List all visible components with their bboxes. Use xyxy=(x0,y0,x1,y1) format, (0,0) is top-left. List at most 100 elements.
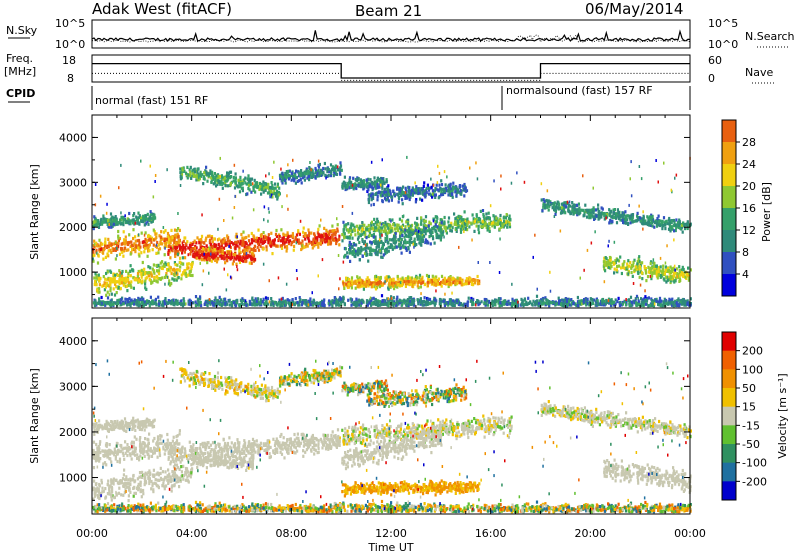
power-cell xyxy=(358,240,361,245)
power-cell xyxy=(314,239,317,243)
power-cell xyxy=(379,193,382,197)
power-cell xyxy=(121,279,124,283)
power-cell xyxy=(416,281,420,285)
power-cell xyxy=(365,283,368,287)
power-cell xyxy=(352,223,355,227)
power-cell xyxy=(429,222,432,226)
power-cell xyxy=(260,188,264,192)
power-cell xyxy=(350,286,353,290)
power-cell xyxy=(392,296,395,300)
power-cell xyxy=(403,231,406,235)
power-cell xyxy=(313,244,316,248)
power-cell xyxy=(212,303,215,307)
power-cell xyxy=(410,223,414,227)
power-cell xyxy=(440,221,443,225)
power-cell xyxy=(367,284,370,288)
power-cell xyxy=(228,242,231,246)
power-cell xyxy=(304,237,307,241)
power-cell xyxy=(241,189,244,193)
power-cell xyxy=(279,304,282,308)
power-cell xyxy=(648,268,651,272)
power-cell xyxy=(609,211,612,215)
power-cell xyxy=(300,242,303,246)
power-cell xyxy=(189,170,192,174)
power-cell xyxy=(455,191,458,195)
power-cell xyxy=(135,278,138,282)
power-cell xyxy=(206,179,209,183)
power-cell xyxy=(331,236,334,240)
power-cell xyxy=(418,276,421,280)
power-cell xyxy=(104,244,107,248)
power-cell xyxy=(426,280,429,285)
power-cell xyxy=(637,257,640,261)
power-cell xyxy=(475,214,478,218)
power-cell xyxy=(191,273,194,278)
power-cell xyxy=(639,261,642,265)
power-cell xyxy=(254,248,257,252)
power-cell xyxy=(264,182,267,186)
power-cell xyxy=(633,219,636,223)
power-cell xyxy=(615,216,618,220)
power-cell xyxy=(421,280,425,284)
power-cell xyxy=(349,224,352,228)
power-cell xyxy=(250,241,254,245)
power-cell xyxy=(602,212,605,216)
power-cell xyxy=(164,242,167,246)
power-cell xyxy=(385,236,389,240)
power-cell xyxy=(188,273,191,277)
power-cell xyxy=(384,187,387,191)
power-cell xyxy=(132,236,135,241)
power-cell xyxy=(106,245,109,249)
power-cell xyxy=(303,245,306,249)
power-cell xyxy=(252,252,255,256)
power-cell xyxy=(96,219,99,223)
power-cell xyxy=(458,217,461,222)
power-cell xyxy=(384,252,387,256)
power-cell xyxy=(174,254,177,258)
power-cell xyxy=(417,286,420,290)
power-cell xyxy=(300,303,304,307)
power-cell xyxy=(379,226,382,230)
power-cell xyxy=(322,171,325,175)
power-cell xyxy=(642,222,645,226)
power-cell xyxy=(146,212,149,216)
frequency-panel: Freq. [MHz] 18 8 60 0 Nave xyxy=(4,52,775,85)
power-cell xyxy=(388,189,391,193)
power-cell xyxy=(506,222,509,226)
power-cell xyxy=(120,272,123,276)
power-cell xyxy=(431,195,434,199)
power-cell xyxy=(513,299,516,303)
power-cell xyxy=(240,232,243,237)
power-cell xyxy=(133,246,137,251)
power-cell xyxy=(638,275,641,279)
power-cell xyxy=(398,242,401,246)
power-cell xyxy=(406,276,409,280)
power-cell xyxy=(213,172,216,176)
power-cell xyxy=(370,198,373,202)
power-cell xyxy=(210,259,213,263)
power-cell xyxy=(423,219,426,223)
power-cell xyxy=(106,283,109,288)
power-cell xyxy=(376,195,379,199)
power-cell xyxy=(464,219,467,224)
power-cell xyxy=(242,259,245,263)
power-cell xyxy=(480,225,483,229)
power-cell xyxy=(656,217,659,221)
power-cell xyxy=(629,221,632,225)
power-cell xyxy=(678,270,681,274)
power-cell xyxy=(603,263,606,267)
power-cell xyxy=(194,244,197,249)
power-cell xyxy=(266,191,270,195)
power-cell xyxy=(95,241,98,245)
power-cell xyxy=(225,175,228,179)
power-cell xyxy=(113,218,116,222)
power-cell xyxy=(689,297,692,301)
power-cell xyxy=(167,241,170,245)
power-cell xyxy=(249,256,252,260)
power-cell xyxy=(672,268,675,272)
power-cell xyxy=(430,185,433,189)
power-cell xyxy=(249,177,252,181)
power-cell xyxy=(428,235,431,239)
power-cell xyxy=(643,300,646,305)
power-cell xyxy=(396,277,399,281)
